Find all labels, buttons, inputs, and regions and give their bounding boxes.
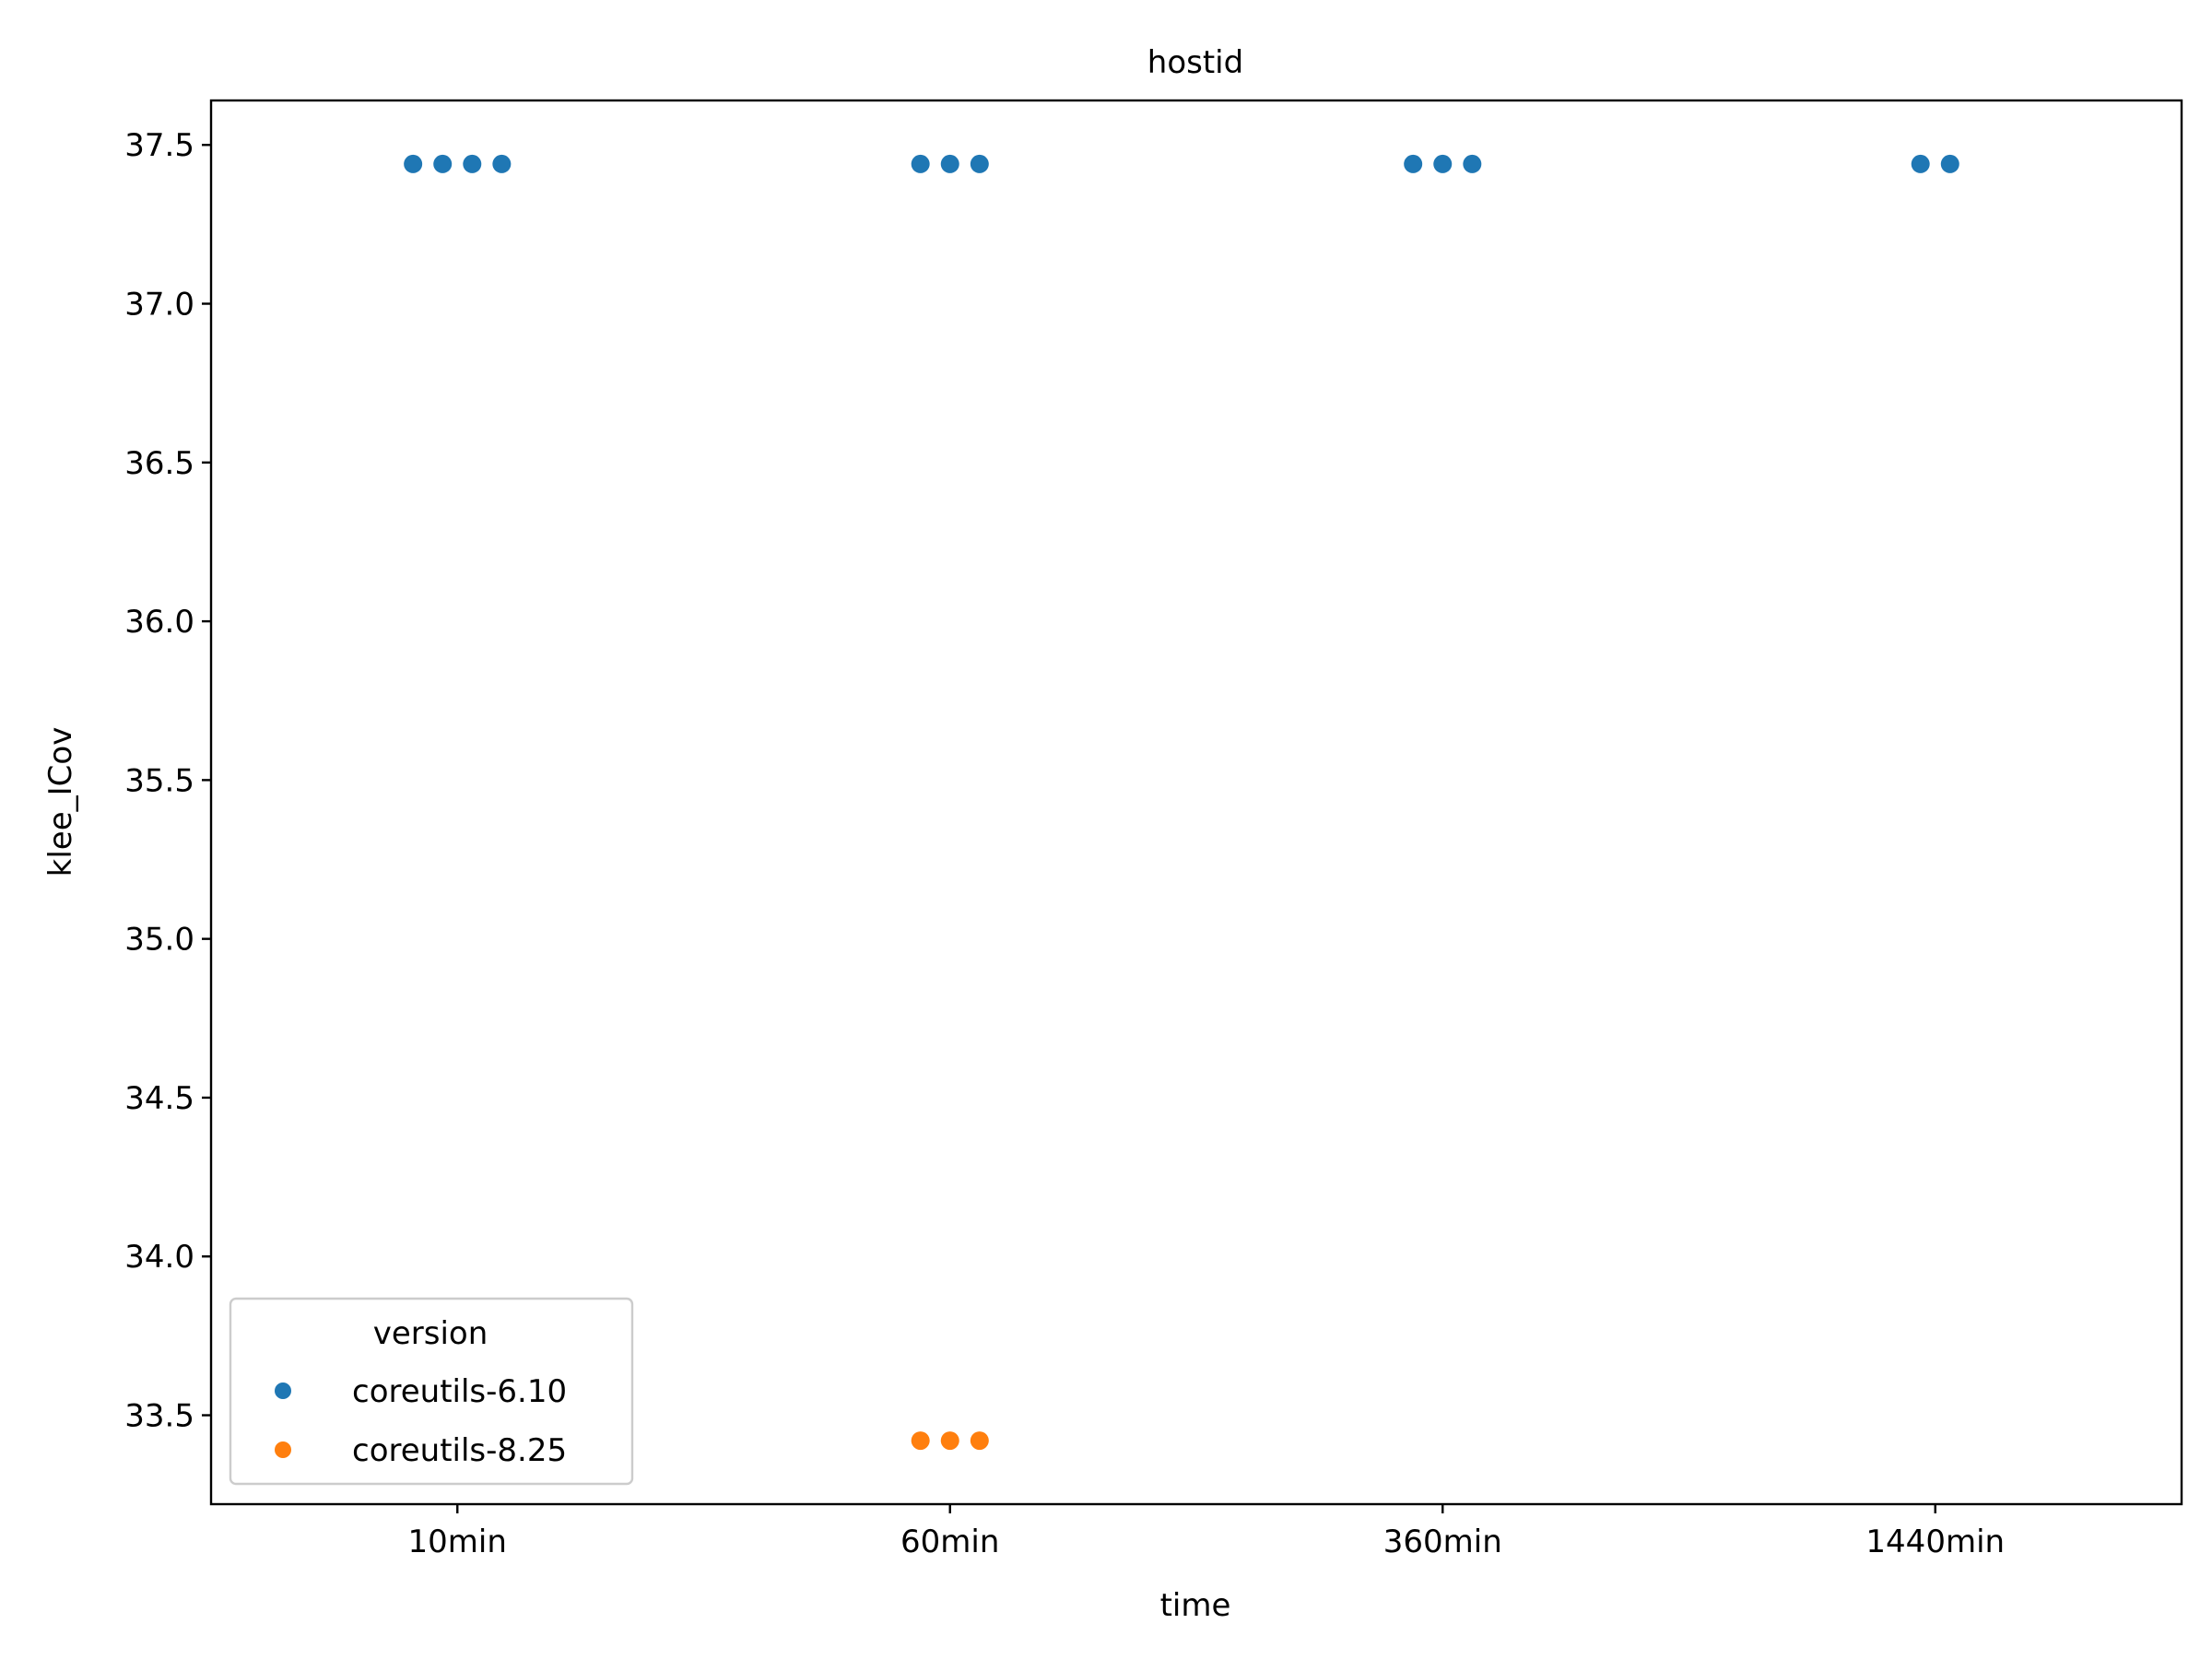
legend-marker-series-1 (275, 1441, 291, 1458)
x-tick-label: 1440min (1865, 1524, 2005, 1560)
y-tick-label: 36.5 (124, 445, 194, 482)
data-point-series-0 (1911, 154, 1930, 173)
data-point-series-0 (970, 154, 989, 173)
legend-title: version (373, 1315, 488, 1352)
plot-area-frame (209, 99, 2183, 1506)
legend-label-series-0: coreutils-6.10 (352, 1373, 567, 1410)
x-tick-label: 360min (1383, 1524, 1502, 1560)
data-point-series-0 (404, 154, 423, 173)
legend-label-series-1: coreutils-8.25 (352, 1432, 567, 1469)
x-tick-label: 60min (900, 1524, 999, 1560)
legend-box (229, 1297, 634, 1486)
data-point-series-1 (970, 1431, 989, 1451)
x-axis-label: time (1160, 1587, 1231, 1624)
legend: version coreutils-6.10 coreutils-8.25 (229, 1297, 634, 1486)
y-tick-label: 34.5 (124, 1080, 194, 1117)
y-tick-label: 35.0 (124, 922, 194, 959)
data-point-series-0 (1463, 154, 1482, 173)
data-point-series-0 (911, 154, 930, 173)
data-point-series-0 (1940, 154, 1959, 173)
data-point-series-1 (911, 1431, 930, 1451)
x-tick-label: 10min (408, 1524, 507, 1560)
y-tick-label: 37.0 (124, 287, 194, 324)
x-axis: 10min 60min 360min 1440min (408, 1504, 2005, 1560)
y-tick-label: 36.0 (124, 604, 194, 641)
data-point-series-0 (1433, 154, 1453, 173)
y-tick-label: 33.5 (124, 1398, 194, 1435)
legend-marker-series-0 (275, 1382, 291, 1399)
data-point-series-0 (463, 154, 482, 173)
data-point-series-0 (492, 154, 512, 173)
y-tick-label: 34.0 (124, 1239, 194, 1276)
y-axis: 33.5 34.0 34.5 35.0 35.5 36.0 36.5 37.0 37.5 (124, 127, 211, 1435)
y-axis-label: klee_ICov (42, 727, 79, 877)
data-point-series-0 (1404, 154, 1423, 173)
chart-title: hostid (1147, 44, 1243, 81)
y-tick-label: 37.5 (124, 127, 194, 164)
data-point-series-0 (433, 154, 453, 173)
data-marks (404, 154, 1959, 1451)
data-point-series-1 (940, 1431, 959, 1451)
y-tick-label: 35.5 (124, 762, 194, 799)
data-point-series-0 (940, 154, 959, 173)
